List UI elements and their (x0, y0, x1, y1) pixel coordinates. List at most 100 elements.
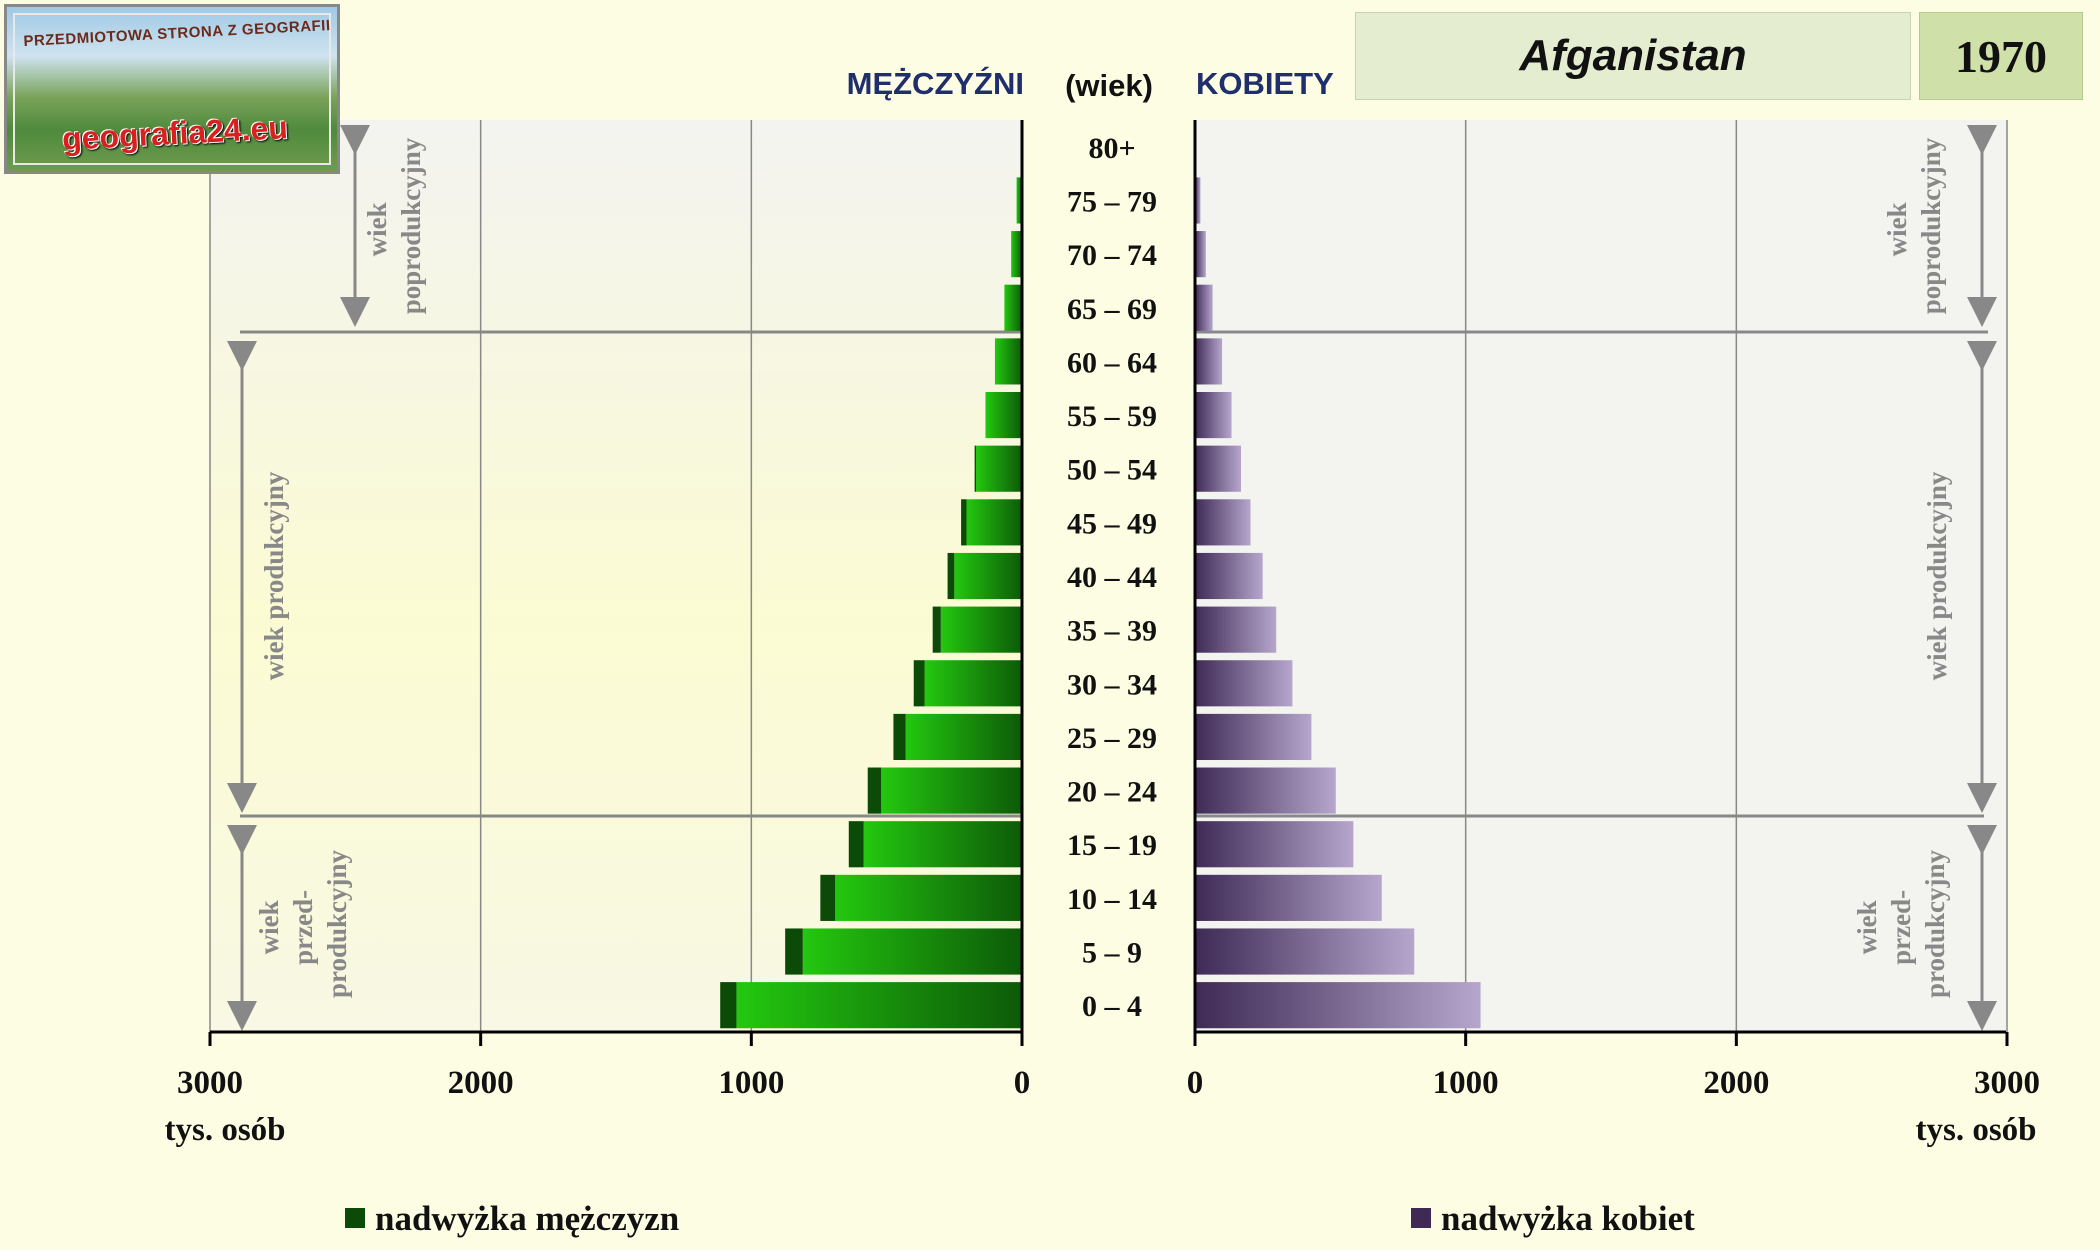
male-bars (720, 123, 1022, 1029)
female-bar-0 (1195, 982, 1481, 1029)
female-bar-7 (1195, 606, 1277, 653)
age-group-labels: 0 – 4 5 – 9 10 – 14 15 – 19 20 – 24 25 – 29 30… (1067, 132, 1157, 1023)
left-band-prod-label: wiek produkcyjny (259, 471, 289, 680)
axes (210, 120, 2006, 1034)
female-bar-5 (1195, 713, 1312, 761)
left-tick-label-0: 0 (1014, 1065, 1031, 1101)
right-band-prod-label: wiek produkcyjny (1922, 471, 1952, 680)
right-band-post-label: wiek poprodukcyjny (1882, 137, 1946, 314)
logo-frame (13, 13, 331, 165)
age-label-13: 65 – 69 (1067, 293, 1157, 326)
age-label-16: 80+ (1088, 132, 1135, 165)
female-bar-11 (1195, 391, 1232, 439)
male-surplus-7 (932, 606, 941, 653)
band-labels: wiek poprodukcyjny wiek produkcyjny wiek… (254, 137, 1952, 998)
male-surplus-10 (974, 445, 976, 492)
right-unit-label: tys. osób (1915, 1112, 2036, 1148)
male-surplus-5 (893, 713, 906, 761)
women-label: KOBIETY (1196, 66, 1334, 101)
male-bar-0 (736, 982, 1022, 1029)
left-gridlines (209, 120, 753, 1032)
female-bar-13 (1195, 284, 1213, 331)
age-label-12: 60 – 64 (1067, 346, 1157, 379)
age-label-6: 30 – 34 (1067, 668, 1157, 701)
right-band-pre-label: wiek przed- produkcyjny (1852, 849, 1950, 998)
band-arrows (227, 125, 1997, 1031)
left-band-post-label: wiek poprodukcyjny (362, 137, 426, 314)
male-bar-4 (881, 767, 1022, 814)
left-tick-label-1000: 1000 (718, 1065, 784, 1101)
female-bar-2 (1195, 874, 1382, 921)
left-unit-label: tys. osób (164, 1112, 285, 1148)
male-bar-1 (802, 928, 1022, 975)
male-bar-9 (966, 499, 1022, 546)
female-bar-6 (1195, 660, 1293, 707)
male-surplus-label: nadwyżka mężczyzn (375, 1199, 679, 1238)
legend: nadwyżka mężczyzn nadwyżka kobiet (345, 1199, 1695, 1238)
male-bar-8 (954, 552, 1022, 600)
age-label-0: 0 – 4 (1082, 990, 1142, 1023)
right-tick-label-3000: 3000 (1974, 1065, 2040, 1101)
right-tick-label-0: 0 (1187, 1065, 1204, 1101)
site-logo: PRZEDMIOTOWA STRONA Z GEOGRAFII geografi… (4, 4, 340, 174)
male-bar-14 (1011, 231, 1022, 278)
right-gridlines (1464, 120, 2008, 1032)
male-bar-11 (985, 391, 1022, 439)
male-bar-6 (924, 660, 1022, 707)
male-surplus-4 (867, 767, 882, 814)
left-tick-label-2000: 2000 (448, 1065, 514, 1101)
age-label-2: 10 – 14 (1067, 883, 1157, 916)
male-surplus-1 (785, 928, 803, 975)
male-surplus-8 (947, 552, 955, 600)
right-tick-label-1000: 1000 (1433, 1065, 1499, 1101)
side-headers: MĘŻCZYŹNI (wiek) KOBIETY (847, 66, 1334, 103)
female-bar-12 (1195, 338, 1223, 385)
age-label-1: 5 – 9 (1082, 937, 1142, 970)
male-bar-5 (905, 713, 1022, 761)
female-bar-8 (1195, 552, 1263, 600)
left-tick-label-3000: 3000 (177, 1065, 243, 1101)
male-bar-2 (835, 874, 1022, 921)
age-label-15: 75 – 79 (1067, 185, 1157, 218)
male-bar-10 (975, 445, 1022, 492)
age-label-4: 20 – 24 (1067, 776, 1157, 809)
country-title: Afganistan (1355, 12, 1911, 100)
men-label: MĘŻCZYŹNI (847, 66, 1024, 101)
male-surplus-9 (961, 499, 967, 546)
male-surplus-0 (720, 982, 737, 1029)
female-bar-1 (1195, 928, 1415, 975)
female-bar-10 (1195, 445, 1242, 492)
female-bar-9 (1195, 499, 1251, 546)
age-label-3: 15 – 19 (1067, 829, 1157, 862)
female-bar-4 (1195, 767, 1336, 814)
right-axis-ticks: 0 1000 2000 3000 (1187, 1032, 2040, 1101)
age-label: (wiek) (1065, 68, 1153, 103)
female-bars (1195, 123, 1481, 1029)
band-separators (240, 330, 1988, 818)
female-bar-14 (1195, 231, 1206, 278)
male-surplus-2 (820, 874, 836, 921)
male-bar-7 (940, 606, 1022, 653)
age-label-7: 35 – 39 (1067, 615, 1157, 648)
male-surplus-3 (848, 821, 864, 868)
year-title: 1970 (1919, 12, 2083, 100)
age-label-10: 50 – 54 (1067, 454, 1157, 487)
female-bar-15 (1195, 177, 1201, 224)
male-bar-13 (1004, 284, 1022, 331)
female-surplus-label: nadwyżka kobiet (1441, 1199, 1695, 1238)
male-surplus-swatch (345, 1208, 365, 1228)
left-band-pre-label: wiek przed- produkcyjny (254, 849, 352, 998)
age-label-14: 70 – 74 (1067, 239, 1157, 272)
age-label-5: 25 – 29 (1067, 722, 1157, 755)
age-label-9: 45 – 49 (1067, 507, 1157, 540)
male-surplus-6 (913, 660, 925, 707)
right-tick-label-2000: 2000 (1703, 1065, 1769, 1101)
male-bar-3 (863, 821, 1022, 868)
male-bar-15 (1016, 177, 1022, 224)
female-bar-3 (1195, 821, 1354, 868)
age-label-8: 40 – 44 (1067, 561, 1157, 594)
unit-labels: tys. osób tys. osób (164, 1112, 2036, 1148)
left-axis-ticks: 3000 2000 1000 0 (177, 1032, 1030, 1101)
female-surplus-swatch (1411, 1208, 1431, 1228)
